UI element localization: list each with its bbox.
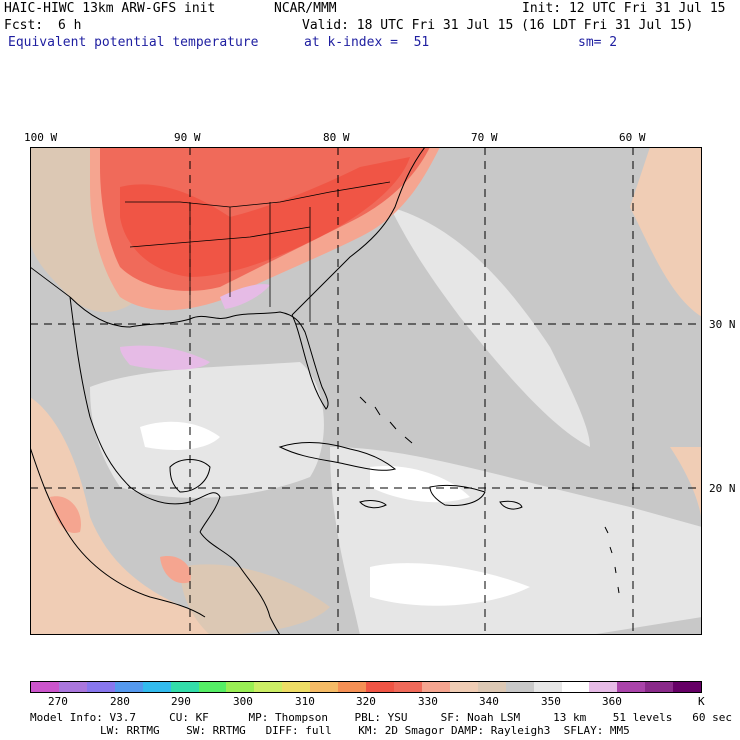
us-gulf-coastline	[69, 296, 329, 410]
jamaica-outline	[359, 500, 387, 509]
colorbar-swatch	[86, 682, 115, 692]
cbar-label-320: 320	[356, 695, 376, 708]
cbar-label-280: 280	[110, 695, 130, 708]
mexico-pacific-coast	[30, 446, 206, 618]
central-america-coast	[199, 531, 281, 635]
cbar-label-290: 290	[171, 695, 191, 708]
puerto-rico-outline	[499, 500, 523, 510]
colorbar-swatch	[505, 682, 534, 692]
cbar-label-300: 300	[233, 695, 253, 708]
colorbar-swatch	[533, 682, 562, 692]
cbar-label-340: 340	[479, 695, 499, 708]
mexico-tan-region	[30, 397, 230, 635]
white-patches	[140, 421, 530, 606]
model-title: HAIC-HIWC 13km ARW-GFS init	[4, 1, 216, 16]
model-info-line2: LW: RRTMG SW: RRTMG DIFF: full KM: 2D Sm…	[100, 724, 630, 737]
us-atlantic-coastline	[291, 147, 426, 316]
lon-label-70w: 70 W	[471, 131, 498, 144]
cbar-label-330: 330	[418, 695, 438, 708]
colorbar-swatch	[142, 682, 171, 692]
colorbar-swatch	[338, 682, 367, 692]
colorbar-swatch	[645, 682, 674, 692]
colorbar-swatch	[226, 682, 255, 692]
smoothing-info: sm= 2	[578, 35, 618, 50]
colorbar-swatch	[393, 682, 422, 692]
theta-e-map	[30, 147, 702, 635]
bahamas	[359, 396, 413, 444]
cbar-label-360: 360	[602, 695, 622, 708]
cbar-label-270: 270	[48, 695, 68, 708]
atlantic-light-band	[390, 207, 590, 447]
colorbar-swatch	[617, 682, 646, 692]
colorbar-swatch	[254, 682, 283, 692]
colorbar-swatch	[31, 682, 59, 692]
hispaniola-outline	[429, 484, 486, 506]
colorbar-swatch	[449, 682, 478, 692]
east-tan-region	[630, 147, 702, 527]
gulf-purple-patch	[120, 284, 270, 370]
cbar-label-310: 310	[295, 695, 315, 708]
field-name: Equivalent potential temperature	[8, 35, 259, 50]
fcst-value: 6 h	[58, 18, 82, 33]
model-info-line1: Model Info: V3.7 CU: KF MP: Thompson PBL…	[30, 711, 732, 724]
mexico-coastline	[69, 296, 221, 533]
lesser-antilles	[604, 526, 620, 594]
lat-label-30n: 30 N	[709, 318, 736, 331]
lon-label-100w: 100 W	[24, 131, 58, 144]
org-label: NCAR/MMM	[274, 1, 337, 16]
cuba-outline	[278, 442, 397, 471]
state-borders	[125, 181, 391, 322]
lat-label-20n: 20 N	[709, 482, 736, 495]
init-time: Init: 12 UTC Fri 31 Jul 15	[522, 1, 726, 16]
colorbar-swatch	[366, 682, 394, 692]
colorbar-swatch	[589, 682, 618, 692]
mexico-red-spot	[50, 496, 191, 584]
colorbar-swatch	[282, 682, 311, 692]
colorbar-swatch	[477, 682, 506, 692]
us-deep-red-region	[120, 157, 410, 277]
cbar-label-350: 350	[541, 695, 561, 708]
level-info: at k-index = 51	[304, 35, 430, 50]
colorbar-swatch	[198, 682, 227, 692]
colorbar-swatch	[114, 682, 143, 692]
colorbar-swatch	[561, 682, 590, 692]
cbar-label-k: K	[698, 695, 705, 708]
central-america-tan	[180, 564, 330, 635]
mexico-us-border	[30, 266, 71, 298]
map-frame	[30, 147, 702, 635]
colorbar	[30, 681, 702, 693]
valid-time: Valid: 18 UTC Fri 31 Jul 15 (16 LDT Fri …	[302, 18, 694, 33]
colorbar-swatch	[673, 682, 702, 692]
colorbar-swatch	[58, 682, 87, 692]
lon-label-90w: 90 W	[174, 131, 201, 144]
lon-label-60w: 60 W	[619, 131, 646, 144]
colorbar-swatch	[310, 682, 339, 692]
colorbar-swatch	[170, 682, 199, 692]
fcst-label: Fcst:	[4, 18, 44, 33]
lon-label-80w: 80 W	[323, 131, 350, 144]
colorbar-swatch	[421, 682, 450, 692]
